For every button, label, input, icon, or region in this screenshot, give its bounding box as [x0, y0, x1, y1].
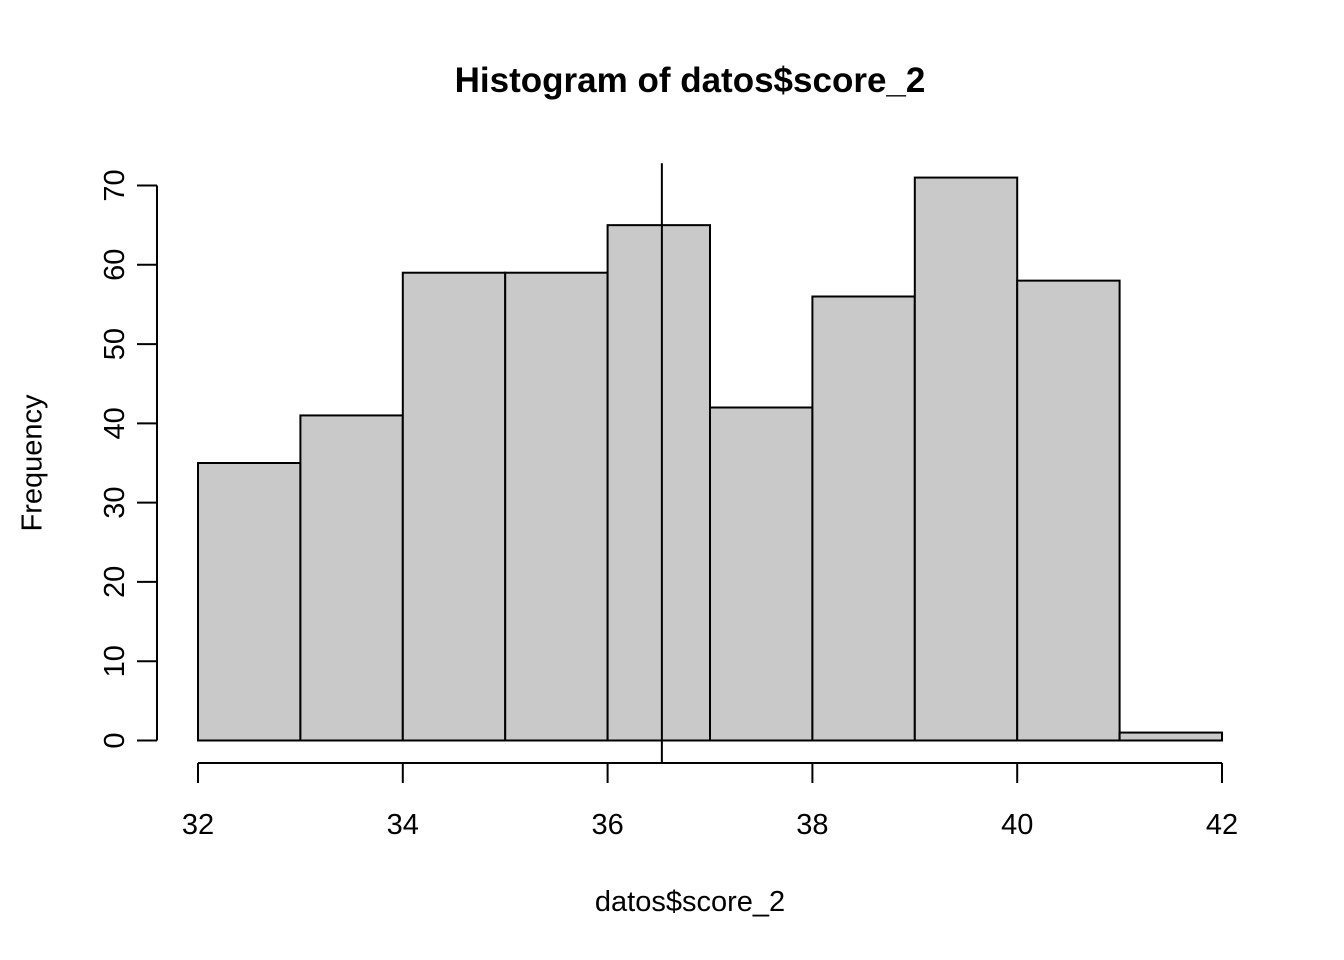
y-tick-label: 70 [99, 169, 131, 201]
x-axis-label: datos$score_2 [594, 886, 786, 918]
histogram-bar [913, 176, 1019, 742]
y-tick-label: 40 [99, 407, 131, 439]
y-tick-label: 30 [99, 487, 131, 519]
x-tick-label: 32 [182, 809, 214, 841]
chart-title: Histogram of datos$score_2 [454, 61, 926, 100]
y-tick-label: 10 [99, 645, 131, 677]
histogram-bar [299, 414, 404, 742]
y-tick-label: 0 [99, 732, 131, 748]
histogram-bar [401, 271, 507, 742]
histogram-bar [606, 224, 711, 742]
x-tick-label: 36 [591, 809, 623, 841]
y-tick-label: 20 [99, 566, 131, 598]
histogram-bar [1016, 279, 1121, 742]
histogram-bar [811, 295, 916, 742]
histogram-bar [197, 462, 302, 742]
x-tick-label: 40 [1001, 809, 1033, 841]
y-tick-label: 60 [99, 249, 131, 281]
histogram-bar [709, 406, 814, 742]
histogram-bar [504, 271, 609, 742]
histogram-bar [1118, 731, 1223, 742]
x-tick-label: 38 [796, 809, 828, 841]
x-tick-label: 42 [1206, 809, 1238, 841]
y-tick-label: 50 [99, 328, 131, 360]
x-tick-label: 34 [387, 809, 419, 841]
